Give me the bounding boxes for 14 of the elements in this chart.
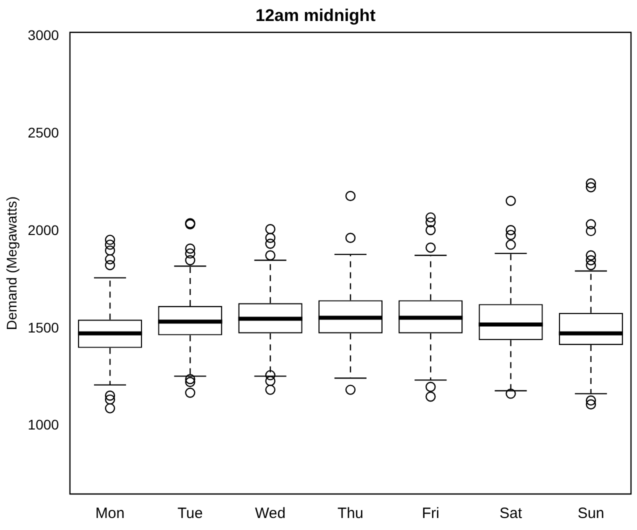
y-tick-label: 2500: [28, 124, 60, 141]
y-tick-label: 1500: [28, 319, 60, 336]
x-tick-label: Thu: [338, 505, 364, 522]
chart-title: 12am midnight: [256, 6, 376, 25]
x-tick-label: Fri: [422, 505, 440, 522]
x-tick-label: Tue: [178, 505, 203, 522]
y-tick-label: 1000: [28, 416, 60, 433]
x-tick-label: Mon: [95, 505, 125, 522]
x-tick-label: Sat: [500, 505, 523, 522]
y-tick-label: 3000: [28, 27, 60, 44]
y-tick-label: 2000: [28, 222, 60, 238]
x-tick-label: Wed: [255, 505, 286, 522]
y-axis-title: Demand (Megawatts): [3, 196, 20, 330]
x-tick-label: Sun: [578, 505, 604, 522]
